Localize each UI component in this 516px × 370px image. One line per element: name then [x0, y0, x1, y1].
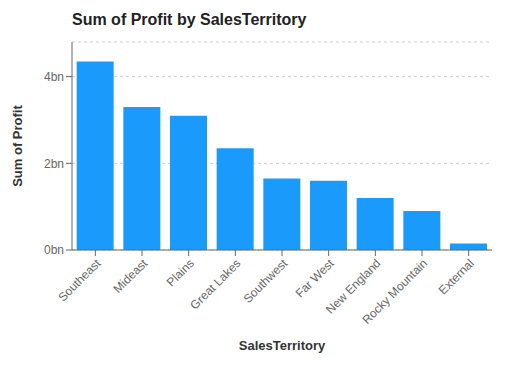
svg-text:Sum of Profit: Sum of Profit [10, 105, 25, 187]
svg-text:0bn: 0bn [44, 243, 64, 257]
svg-text:Mideast: Mideast [111, 256, 151, 296]
svg-text:New England: New England [323, 256, 384, 317]
svg-text:Southwest: Southwest [241, 256, 291, 306]
svg-text:Great Lakes: Great Lakes [187, 256, 243, 312]
svg-text:Far West: Far West [293, 256, 338, 301]
svg-text:Rocky Mountain: Rocky Mountain [359, 256, 430, 327]
svg-text:SalesTerritory: SalesTerritory [239, 338, 326, 353]
svg-text:2bn: 2bn [44, 157, 64, 171]
html-text:Sum of Profit by SalesTerritor: Sum of Profit by SalesTerritory [72, 11, 307, 28]
svg-text:External: External [436, 256, 477, 297]
svg-text:4bn: 4bn [44, 70, 64, 84]
svg-text:Southeast: Southeast [55, 256, 104, 305]
svg-text:Plains: Plains [164, 256, 197, 289]
